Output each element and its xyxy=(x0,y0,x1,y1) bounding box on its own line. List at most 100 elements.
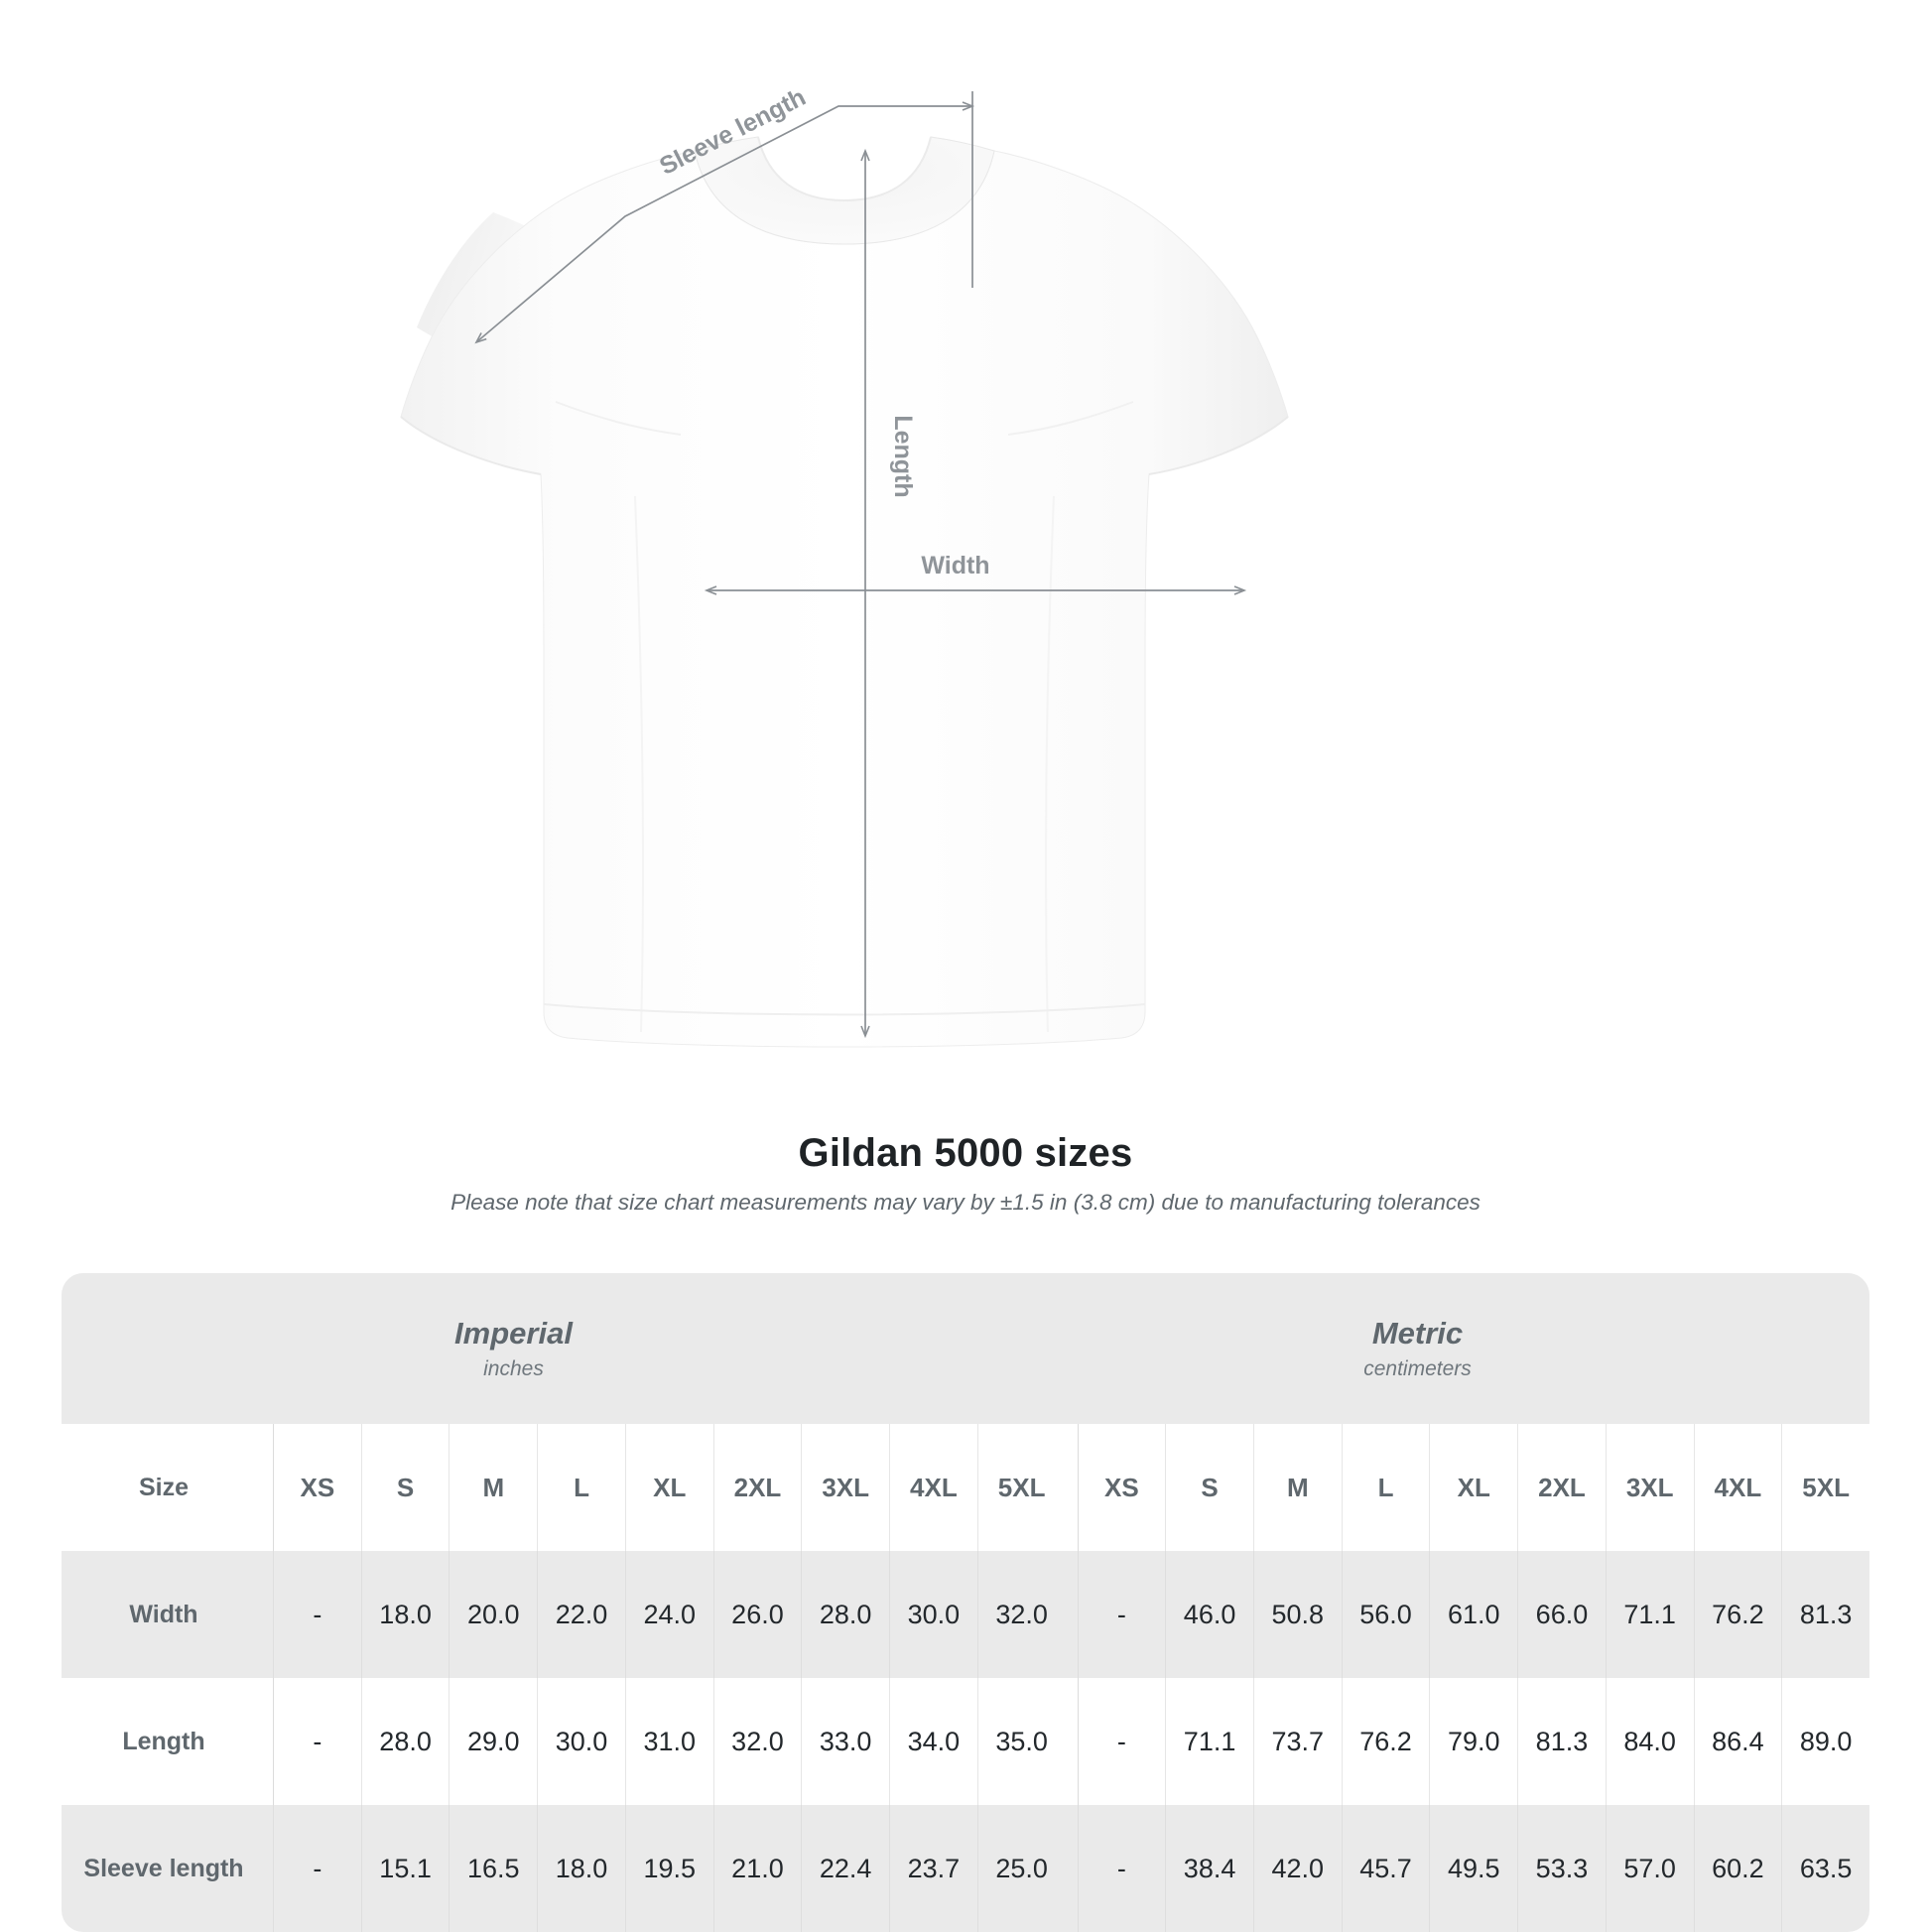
size-header-cell: S xyxy=(1165,1424,1253,1551)
value-cell: 24.0 xyxy=(624,1551,713,1678)
length-imperial-values: - 28.0 29.0 30.0 31.0 32.0 33.0 34.0 35.… xyxy=(273,1678,1066,1805)
size-header-cell: M xyxy=(449,1424,537,1551)
unit-system-metric: Metric centimeters xyxy=(966,1273,1869,1424)
value-cell: 33.0 xyxy=(801,1678,889,1805)
value-cell: - xyxy=(273,1805,361,1932)
value-cell: 79.0 xyxy=(1429,1678,1517,1805)
value-cell: 56.0 xyxy=(1341,1551,1430,1678)
size-header-cell: L xyxy=(1341,1424,1430,1551)
value-cell: 22.4 xyxy=(801,1805,889,1932)
value-cell: 32.0 xyxy=(712,1678,802,1805)
size-header-cell: 2XL xyxy=(1517,1424,1606,1551)
value-cell: 31.0 xyxy=(624,1678,713,1805)
page-title: Gildan 5000 sizes xyxy=(798,1131,1133,1175)
value-cell: - xyxy=(1077,1678,1166,1805)
unit-system-imperial-name: Imperial xyxy=(454,1315,573,1351)
length-metric-values: - 71.1 73.7 76.2 79.0 81.3 84.0 86.4 89.… xyxy=(1077,1678,1870,1805)
unit-system-metric-unit: centimeters xyxy=(1363,1357,1472,1381)
size-header-cell: 4XL xyxy=(889,1424,977,1551)
value-cell: 23.7 xyxy=(889,1805,977,1932)
label-separator xyxy=(266,1424,273,1551)
unit-block-separator xyxy=(1066,1424,1078,1551)
table-row: Length - 28.0 29.0 30.0 31.0 32.0 33.0 3… xyxy=(62,1678,1869,1805)
size-header-cell: XS xyxy=(273,1424,361,1551)
value-cell: 50.8 xyxy=(1252,1551,1342,1678)
size-header-cell: XS xyxy=(1077,1424,1166,1551)
sleeve-length-dimension xyxy=(474,91,975,344)
unit-block-separator xyxy=(1066,1551,1078,1678)
size-header-row: Size XS S M L XL 2XL 3XL 4XL 5XL XS S M … xyxy=(62,1424,1869,1551)
value-cell: 66.0 xyxy=(1517,1551,1606,1678)
table-row: Width - 18.0 20.0 22.0 24.0 26.0 28.0 30… xyxy=(62,1551,1869,1678)
value-cell: 18.0 xyxy=(537,1805,625,1932)
value-cell: 42.0 xyxy=(1252,1805,1342,1932)
value-cell: 84.0 xyxy=(1605,1678,1694,1805)
value-cell: 71.1 xyxy=(1165,1678,1253,1805)
width-metric-values: - 46.0 50.8 56.0 61.0 66.0 71.1 76.2 81.… xyxy=(1077,1551,1870,1678)
value-cell: 25.0 xyxy=(976,1805,1066,1932)
value-cell: - xyxy=(273,1678,361,1805)
tshirt-illustration xyxy=(400,136,1289,1048)
value-cell: 71.1 xyxy=(1605,1551,1694,1678)
tshirt-diagram: Sleeve length Length Width xyxy=(400,83,1289,1048)
value-cell: 28.0 xyxy=(360,1678,450,1805)
value-cell: 28.0 xyxy=(801,1551,889,1678)
sleeve-length-metric-values: - 38.4 42.0 45.7 49.5 53.3 57.0 60.2 63.… xyxy=(1077,1805,1870,1932)
size-header-cell: 5XL xyxy=(1781,1424,1869,1551)
unit-block-separator xyxy=(1066,1805,1078,1932)
value-cell: - xyxy=(273,1551,361,1678)
value-cell: 21.0 xyxy=(712,1805,802,1932)
label-separator xyxy=(266,1551,273,1678)
chart-heading-block: Gildan 5000 sizes Please note that size … xyxy=(0,1131,1931,1216)
size-header-cell: 2XL xyxy=(712,1424,802,1551)
label-separator xyxy=(266,1678,273,1805)
value-cell: 53.3 xyxy=(1517,1805,1606,1932)
value-cell: 38.4 xyxy=(1165,1805,1253,1932)
value-cell: 30.0 xyxy=(537,1678,625,1805)
value-cell: - xyxy=(1077,1805,1166,1932)
value-cell: 63.5 xyxy=(1781,1805,1869,1932)
value-cell: 76.2 xyxy=(1341,1678,1430,1805)
value-cell: 22.0 xyxy=(537,1551,625,1678)
value-cell: 19.5 xyxy=(624,1805,713,1932)
size-header-cell: 3XL xyxy=(1605,1424,1694,1551)
value-cell: 35.0 xyxy=(976,1678,1066,1805)
width-label: Width xyxy=(921,552,989,580)
size-header-cell: 4XL xyxy=(1693,1424,1782,1551)
table-row: Sleeve length - 15.1 16.5 18.0 19.5 21.0… xyxy=(62,1805,1869,1932)
value-cell: 34.0 xyxy=(889,1678,977,1805)
size-header-cell: M xyxy=(1252,1424,1342,1551)
size-header-imperial: XS S M L XL 2XL 3XL 4XL 5XL xyxy=(273,1424,1066,1551)
size-header-cell: 5XL xyxy=(976,1424,1066,1551)
value-cell: 16.5 xyxy=(449,1805,537,1932)
value-cell: 15.1 xyxy=(360,1805,450,1932)
unit-system-metric-name: Metric xyxy=(1371,1315,1464,1351)
value-cell: 81.3 xyxy=(1781,1551,1869,1678)
unit-block-separator xyxy=(1066,1678,1078,1805)
value-cell: 30.0 xyxy=(889,1551,977,1678)
tolerance-note: Please note that size chart measurements… xyxy=(451,1190,1480,1215)
value-cell: 45.7 xyxy=(1341,1805,1430,1932)
value-cell: 57.0 xyxy=(1605,1805,1694,1932)
row-label-sleeve-length: Sleeve length xyxy=(83,1854,244,1882)
row-label-length: Length xyxy=(122,1727,205,1755)
sleeve-length-imperial-values: - 15.1 16.5 18.0 19.5 21.0 22.4 23.7 25.… xyxy=(273,1805,1066,1932)
value-cell: 20.0 xyxy=(449,1551,537,1678)
value-cell: 32.0 xyxy=(976,1551,1066,1678)
size-header-label: Size xyxy=(138,1473,190,1501)
size-chart-table: Imperial inches Metric centimeters Size … xyxy=(62,1273,1869,1932)
size-header-cell: S xyxy=(360,1424,450,1551)
value-cell: 26.0 xyxy=(712,1551,802,1678)
row-label-width: Width xyxy=(129,1600,198,1628)
value-cell: 76.2 xyxy=(1693,1551,1782,1678)
value-cell: 18.0 xyxy=(360,1551,450,1678)
value-cell: 81.3 xyxy=(1517,1678,1606,1805)
unit-system-imperial: Imperial inches xyxy=(62,1273,966,1424)
value-cell: 60.2 xyxy=(1693,1805,1782,1932)
size-header-metric: XS S M L XL 2XL 3XL 4XL 5XL xyxy=(1077,1424,1870,1551)
value-cell: 86.4 xyxy=(1693,1678,1782,1805)
size-header-cell: XL xyxy=(1429,1424,1517,1551)
value-cell: 29.0 xyxy=(449,1678,537,1805)
value-cell: 89.0 xyxy=(1781,1678,1869,1805)
